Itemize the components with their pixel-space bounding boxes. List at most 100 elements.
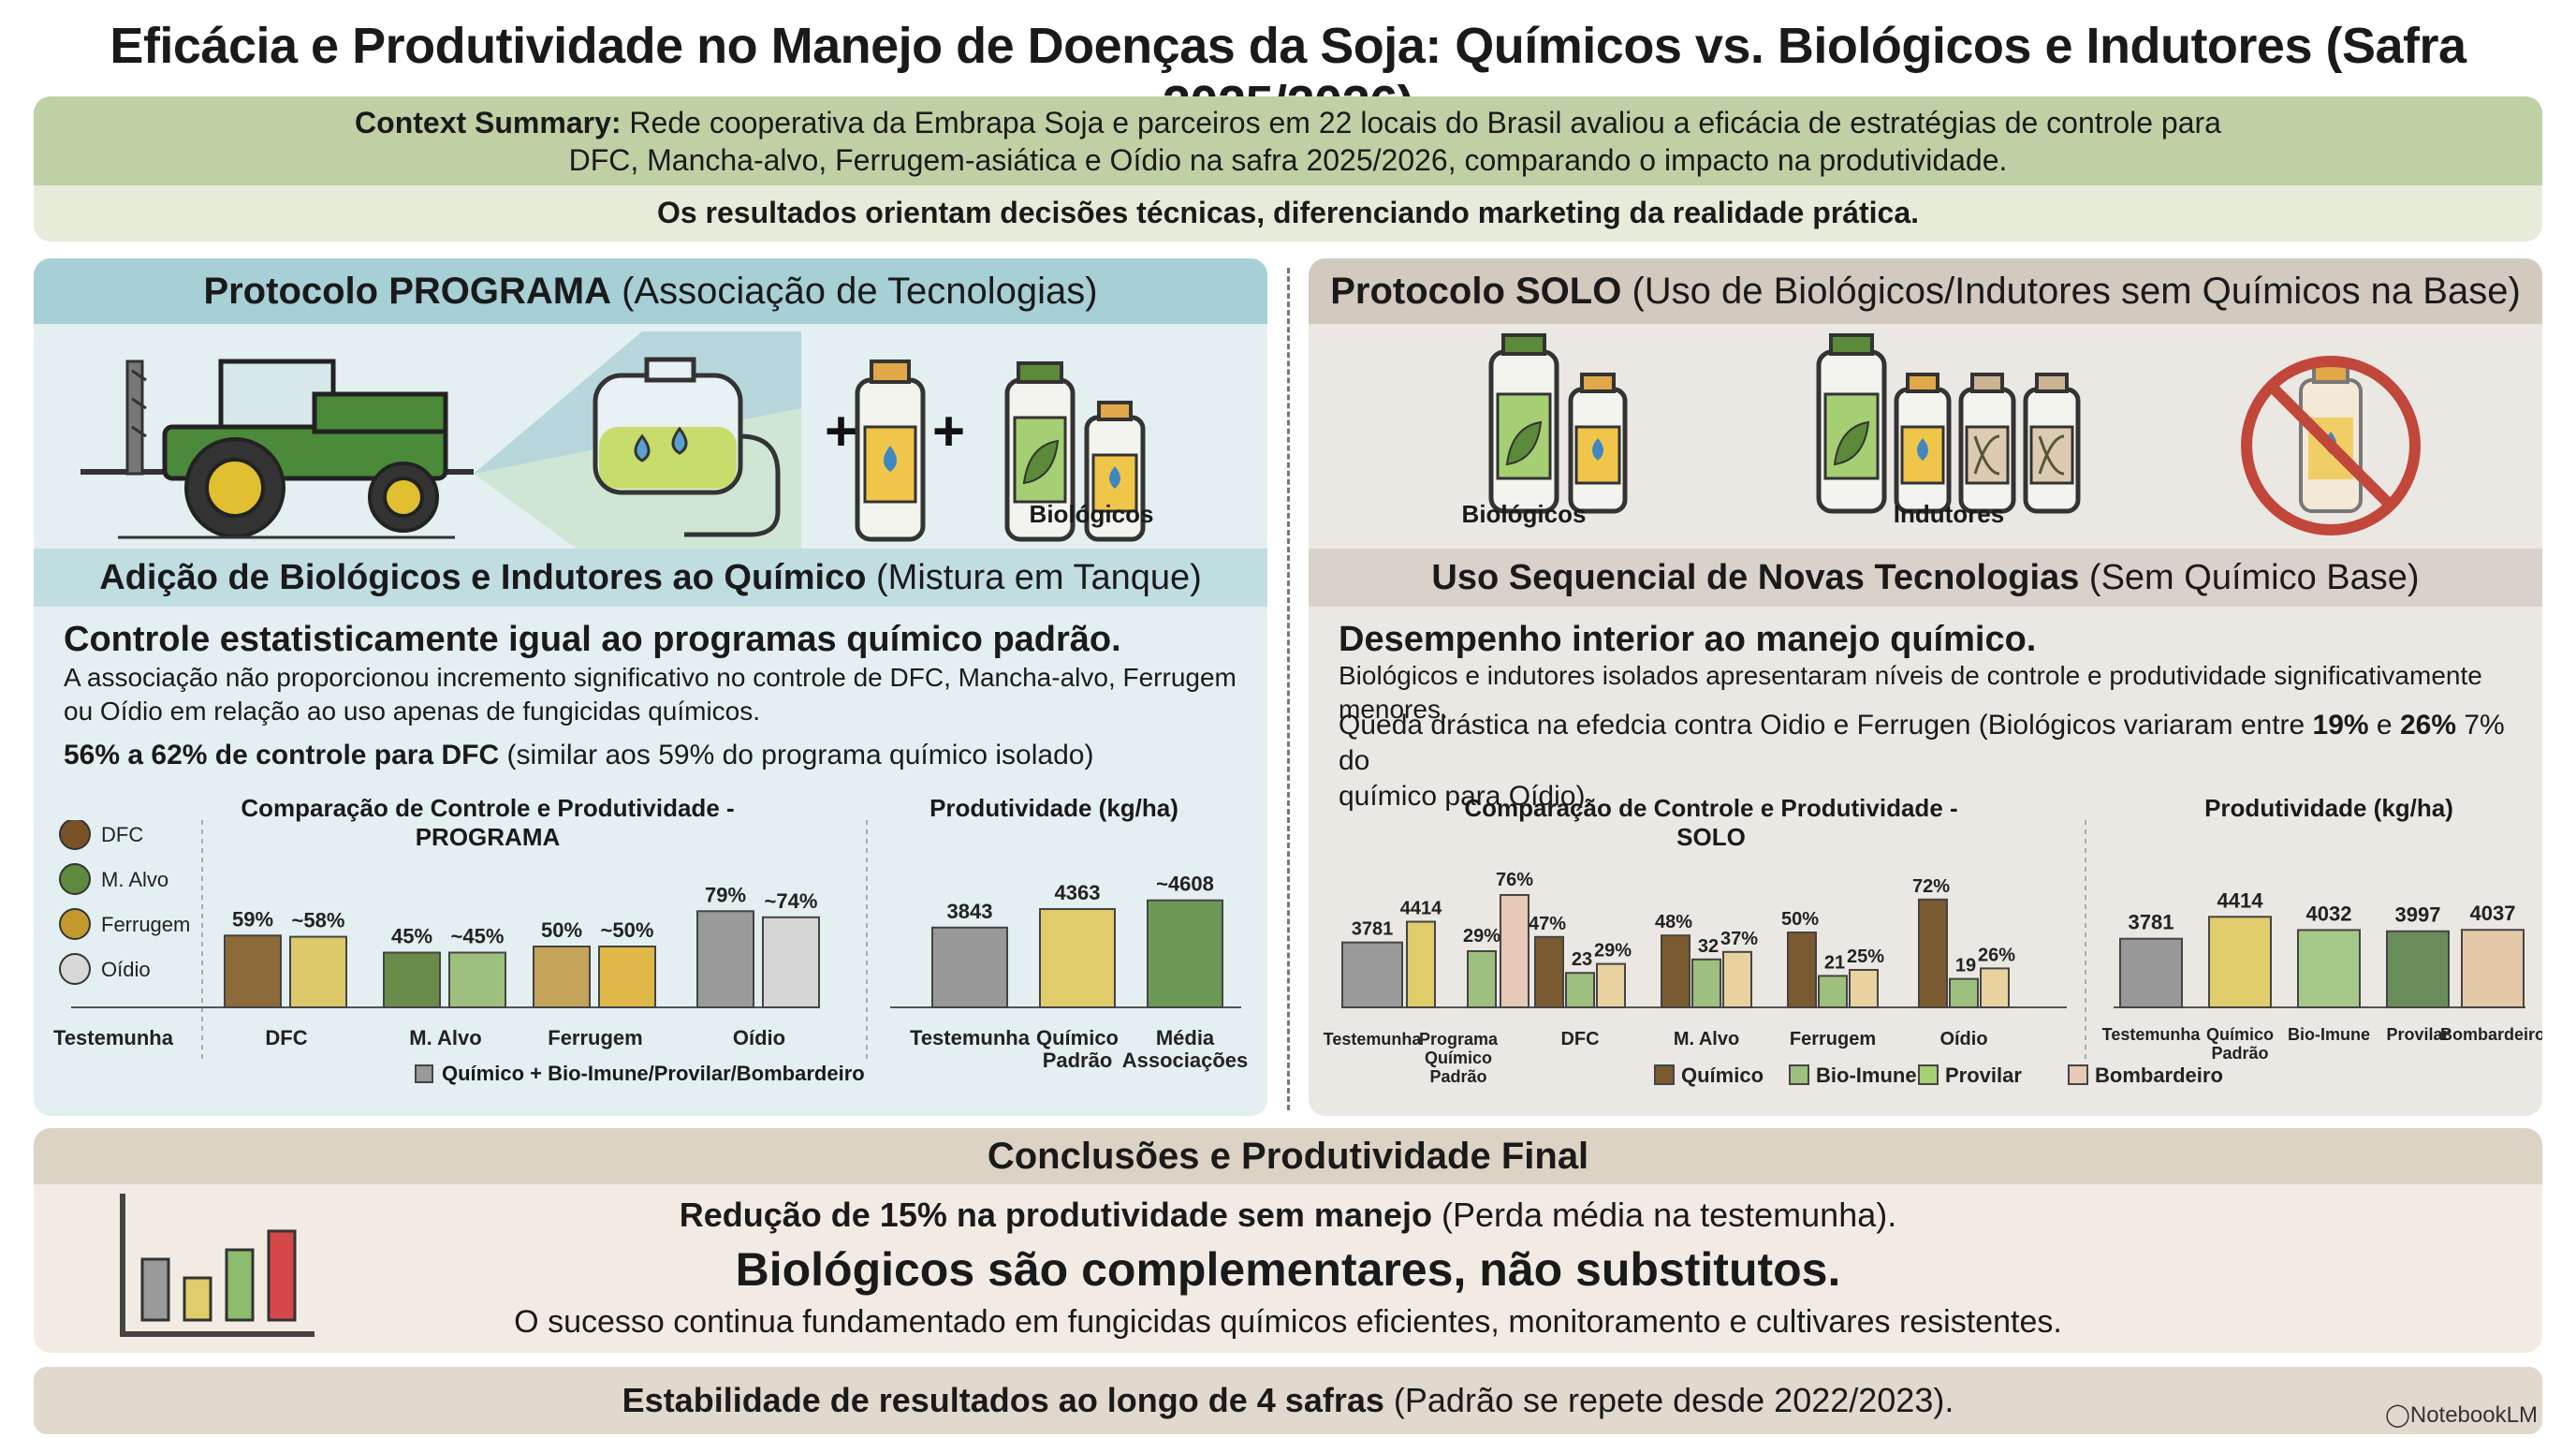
bar	[1949, 977, 1979, 1009]
data-label: 26%	[1978, 945, 2015, 965]
x-tick-label: DFC	[1560, 1029, 1599, 1049]
programa-prod-chart-title: Produtividade (kg/ha)	[929, 794, 1178, 822]
legend-label: M. Alvo	[101, 868, 168, 891]
x-tick-label: Média	[1156, 1026, 1215, 1049]
bar	[2386, 930, 2450, 1008]
data-label: 25%	[1847, 946, 1884, 967]
bar	[2208, 916, 2272, 1008]
biological-bottle-icon	[1004, 361, 1146, 542]
solo-biologicos-label: Biológicos	[1461, 500, 1587, 528]
conclusions-line1: Redução de 15% na produtividade sem mane…	[34, 1196, 2542, 1235]
programa-stat: 56% a 62% de controle para DFC (similar …	[64, 738, 1252, 773]
context-summary: Context Summary: Rede cooperativa da Emb…	[34, 96, 2542, 185]
bar	[1818, 975, 1848, 1008]
bar	[1467, 950, 1497, 1008]
programa-header: Protocolo PROGRAMA (Associação de Tecnol…	[34, 258, 1267, 324]
bar	[1722, 950, 1752, 1009]
solo-drop-text: Queda drástica na efedcia contra Oidio e…	[1339, 708, 2527, 814]
legend-label: Provilar	[1945, 1064, 2022, 1087]
programa-header-bold: Protocolo PROGRAMA	[203, 271, 611, 312]
x-tick-label: Bombardeiro	[2440, 1025, 2542, 1044]
data-label: 79%	[705, 883, 746, 906]
data-label: 59%	[232, 907, 273, 931]
context-summary-box: Context Summary: Rede cooperativa da Emb…	[34, 96, 2542, 242]
chemical-bottle-icon	[855, 360, 926, 542]
programa-description: A associação não proporcionou incremento…	[64, 663, 1237, 726]
context-text-line2: DFC, Mancha-alvo, Ferrugem-asiática e Oí…	[568, 143, 2008, 177]
solo-panel: Protocolo SOLO (Uso de Biológicos/Induto…	[1309, 258, 2542, 1116]
data-label: 4414	[2217, 888, 2264, 912]
bar	[762, 916, 820, 1008]
data-label: 47%	[1529, 914, 1566, 934]
context-label: Context Summary:	[355, 106, 622, 139]
programa-finding: Controle estatisticamente igual ao progr…	[64, 620, 1121, 659]
x-tick-label: Padrão	[1429, 1067, 1486, 1086]
data-label: 21	[1824, 952, 1845, 973]
x-tick-label: Testemunha	[910, 1026, 1031, 1049]
solo-drop-d: 7% do	[1339, 710, 2505, 776]
data-label: 72%	[1912, 876, 1950, 897]
x-tick-label: Químico	[1036, 1026, 1119, 1049]
programa-subheader: Adição de Biológicos e Indutores ao Quím…	[34, 549, 1267, 607]
conclusions-title: Conclusões e Produtividade Final	[34, 1128, 2542, 1184]
solo-drop-c: e	[2368, 710, 2400, 741]
bar	[1147, 899, 1223, 1008]
no-chemical-icon	[2241, 356, 2421, 536]
data-label: 50%	[541, 918, 582, 942]
solo-description: Biológicos e indutores isolados apresent…	[1339, 661, 2482, 724]
tank-icon	[593, 357, 781, 537]
programa-series-legend: Químico + Bio-Imune/Provilar/Bombardeiro	[442, 1062, 865, 1085]
data-label: ~58%	[292, 909, 345, 932]
data-label: 19	[1955, 956, 1976, 976]
bar	[1565, 972, 1595, 1008]
data-label: 3997	[2395, 903, 2441, 927]
disease-icon	[59, 908, 91, 940]
x-tick-label: Oídio	[733, 1026, 785, 1049]
bar	[383, 951, 441, 1008]
x-tick-label: Associações	[1122, 1049, 1249, 1072]
solo-prod-chart-title: Produtividade (kg/ha)	[2204, 794, 2453, 822]
solo-drop-b1: 19%	[2312, 710, 2369, 741]
legend-swatch	[1789, 1064, 1809, 1085]
data-label: 48%	[1655, 912, 1692, 932]
legend-swatch	[2068, 1064, 2088, 1085]
x-tick-label: DFC	[265, 1026, 307, 1049]
solo-chart-title: Comparação de Controle e Produtividade -…	[1464, 794, 1958, 851]
bar	[2297, 929, 2361, 1008]
legend-swatch	[1918, 1064, 1939, 1085]
legend-label: DFC	[101, 823, 143, 846]
brand-text: NotebookLM	[2409, 1402, 2538, 1428]
x-tick-label: Oídio	[1939, 1029, 1987, 1049]
solo-subheader: Uso Sequencial de Novas Tecnologias (Sem…	[1309, 549, 2542, 607]
programa-biologicos-label: Biológicos	[1029, 500, 1154, 528]
solo-indutores-label: Indutores	[1893, 500, 2005, 528]
programa-header-rest: (Associação de Tecnologias)	[610, 271, 1098, 312]
data-label: 4032	[2306, 902, 2352, 925]
x-tick-label: Testemunha	[53, 1026, 174, 1049]
bar	[2119, 937, 2183, 1008]
x-tick-label: M. Alvo	[1674, 1029, 1739, 1049]
data-label: ~74%	[765, 889, 818, 913]
bar	[1341, 941, 1403, 1008]
solo-subheader-rest: (Sem Químico Base)	[2079, 558, 2420, 597]
solo-drop-b2: 26%	[2399, 710, 2456, 741]
programa-panel: Protocolo PROGRAMA (Associação de Tecnol…	[34, 258, 1267, 1116]
bar	[1039, 908, 1116, 1008]
bar	[696, 910, 754, 1008]
solo-header-bold: Protocolo SOLO	[1330, 271, 1622, 312]
bar	[448, 951, 506, 1008]
programa-subheader-bold: Adição de Biológicos e Indutores ao Quím…	[99, 558, 867, 597]
bar	[1918, 898, 1948, 1008]
data-label: 4363	[1055, 881, 1101, 904]
x-tick-label: Testemunha	[1324, 1030, 1423, 1049]
bar	[533, 946, 591, 1008]
x-tick-label: Testemunha	[2102, 1025, 2202, 1044]
legend-label: Bio-Imune	[1816, 1064, 1917, 1087]
conclusions-main-statement: Biológicos são complementares, não subst…	[735, 1243, 1841, 1296]
stability-bold: Estabilidade de resultados ao longo de 4…	[622, 1381, 1384, 1419]
biological-bottles-icon	[1488, 333, 1628, 514]
x-tick-label: Provilar	[2386, 1025, 2449, 1044]
bar	[931, 926, 1008, 1008]
panel-divider	[1287, 268, 1290, 1110]
